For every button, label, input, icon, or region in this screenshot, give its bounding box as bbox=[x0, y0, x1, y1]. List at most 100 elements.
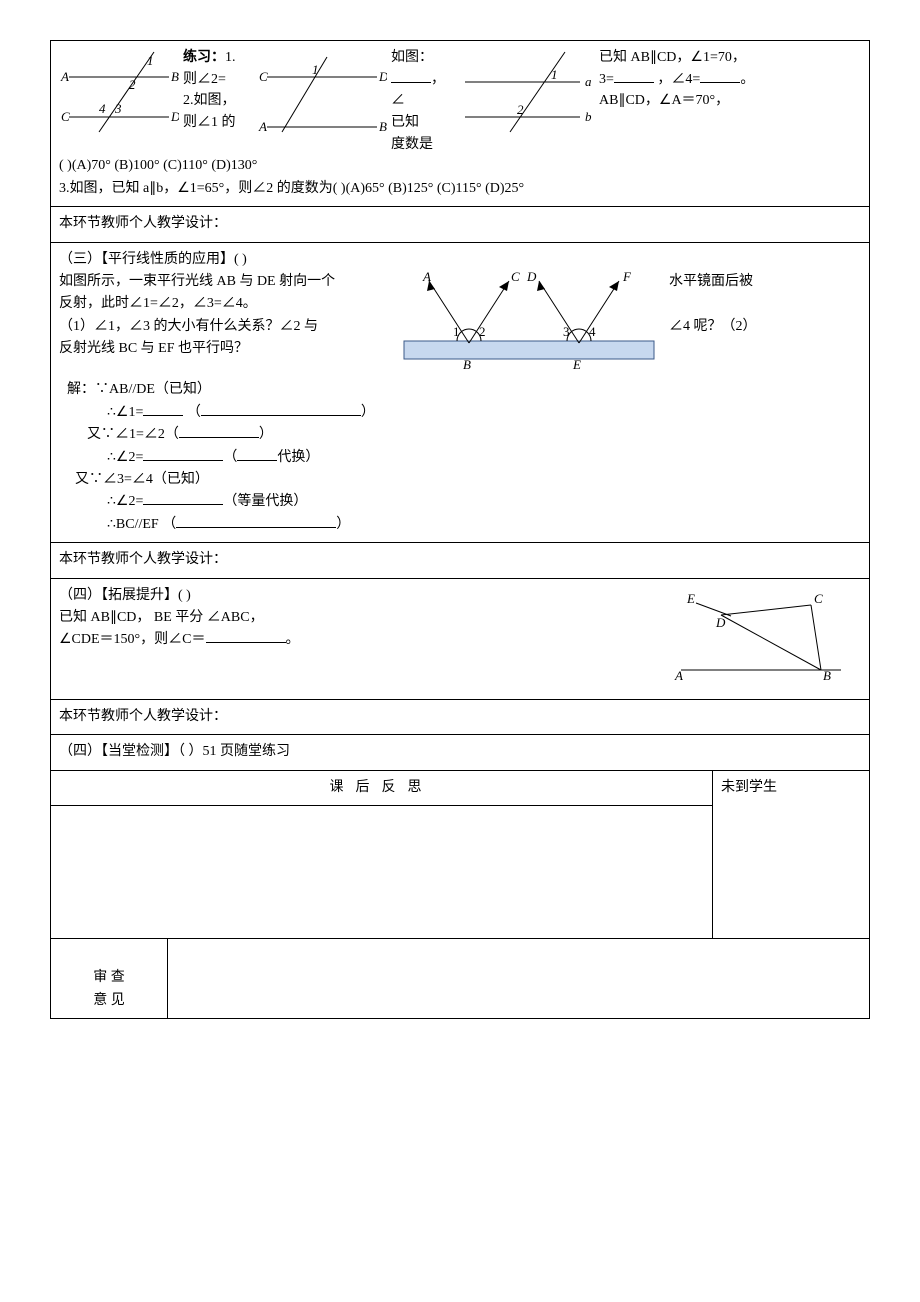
svg-text:1: 1 bbox=[147, 53, 154, 68]
svg-text:A: A bbox=[674, 668, 683, 683]
svg-text:2: 2 bbox=[129, 77, 136, 92]
sol-head: 解：∵AB//DE（已知） bbox=[67, 379, 861, 401]
svg-text:4: 4 bbox=[99, 101, 106, 116]
sol-l3a: ∴∠2= bbox=[107, 450, 143, 465]
s3-p3a: （1）∠1，∠3 的大小有什么关系？∠2 与 bbox=[59, 316, 389, 338]
section-3-cell: （三）【平行线性质的应用】( ) 如图所示，一束平行光线 AB 与 DE 射向一… bbox=[51, 242, 870, 543]
mirror-diagram: A C D F B E 1 2 3 4 bbox=[399, 271, 659, 379]
main-table: AB CD 12 43 练习：1. 则∠2= 2.如图， 则∠1 的 bbox=[50, 40, 870, 1019]
q1-l2e: 。 bbox=[740, 72, 754, 87]
s3-p1b: 水平镜面后被 bbox=[669, 271, 789, 293]
q2-options: ( )(A)70° (B)100° (C)110° (D)130° bbox=[59, 155, 861, 177]
practice-cell: AB CD 12 43 练习：1. 则∠2= 2.如图， 则∠1 的 bbox=[51, 41, 870, 207]
sol-l4: 又∵∠3=∠4（已知） bbox=[75, 469, 861, 491]
svg-text:C: C bbox=[259, 69, 268, 84]
svg-text:B: B bbox=[823, 668, 831, 683]
svg-text:a: a bbox=[585, 74, 592, 89]
svg-text:1: 1 bbox=[453, 324, 460, 339]
s4-title: （四）【拓展提升】( ) bbox=[59, 585, 641, 607]
q1-mid1: 如图： bbox=[391, 47, 451, 69]
diagram-2: C D A B 1 bbox=[257, 47, 387, 155]
section-4-cell: （四）【拓展提升】( ) 已知 AB∥CD， BE 平分 ∠ABC， ∠CDE＝… bbox=[51, 578, 870, 699]
absent-cell: 未到学生 bbox=[713, 770, 870, 938]
svg-text:D: D bbox=[378, 69, 387, 84]
diagram-3: a b 1 2 bbox=[455, 47, 595, 155]
q1-mid2: 已知 AB∥CD，∠1=70， bbox=[599, 47, 769, 69]
review-body bbox=[168, 939, 870, 1019]
svg-text:B: B bbox=[379, 119, 387, 134]
svg-text:1: 1 bbox=[551, 67, 558, 82]
svg-text:B: B bbox=[463, 357, 471, 371]
svg-text:E: E bbox=[572, 357, 581, 371]
s5-title: （四）【当堂检测】（ ）51 页随堂练习 bbox=[59, 741, 861, 763]
svg-text:D: D bbox=[526, 271, 537, 284]
q2c: AB∥CD，∠A＝70°， bbox=[599, 90, 769, 112]
svg-text:C: C bbox=[814, 591, 823, 606]
svg-text:1: 1 bbox=[312, 62, 319, 77]
sol-l3c: 代换） bbox=[277, 450, 319, 465]
s3-p4: 反射光线 BC 与 EF 也平行吗？ bbox=[59, 338, 389, 360]
q1-l2c: 3= bbox=[599, 72, 614, 87]
svg-text:3: 3 bbox=[563, 324, 570, 339]
sol-l5b: （等量代换） bbox=[223, 494, 307, 509]
reflection-body bbox=[51, 806, 713, 939]
sol-l1c: ） bbox=[361, 405, 375, 420]
q2d: 则∠1 的 bbox=[183, 112, 253, 134]
svg-text:3: 3 bbox=[114, 101, 122, 116]
q1-num: 1. bbox=[225, 50, 236, 65]
svg-text:F: F bbox=[622, 271, 632, 284]
sol-l6b: ） bbox=[336, 517, 350, 532]
q2e: 度数是 bbox=[391, 134, 451, 156]
q3: 3.如图，已知 a∥b，∠1=65°，则∠2 的度数为( )(A)65° (B)… bbox=[59, 178, 861, 200]
s3-p1a: 如图所示，一束平行光线 AB 与 DE 射向一个 bbox=[59, 271, 389, 293]
page: AB CD 12 43 练习：1. 则∠2= 2.如图， 则∠1 的 bbox=[50, 40, 870, 1019]
svg-text:D: D bbox=[715, 615, 726, 630]
q2a: 2.如图， bbox=[183, 90, 253, 112]
svg-text:C: C bbox=[511, 271, 520, 284]
design-note-1-text: 本环节教师个人教学设计： bbox=[59, 216, 227, 231]
design-note-3-text: 本环节教师个人教学设计： bbox=[59, 709, 227, 724]
practice-block: AB CD 12 43 练习：1. 则∠2= 2.如图， 则∠1 的 bbox=[59, 47, 861, 200]
reflection-heading: 课后反思 bbox=[330, 780, 434, 795]
svg-text:2: 2 bbox=[479, 324, 486, 339]
q1-l2a: 则∠2= bbox=[183, 69, 253, 91]
svg-text:A: A bbox=[422, 271, 431, 284]
svg-text:b: b bbox=[585, 109, 592, 124]
svg-text:A: A bbox=[258, 119, 267, 134]
s3-p3b: ∠4 呢？（2） bbox=[669, 316, 789, 338]
svg-text:C: C bbox=[61, 109, 70, 124]
sol-l1b: （ bbox=[187, 405, 201, 420]
sol-l6a: ∴BC//EF （ bbox=[107, 517, 176, 532]
sol-l1a: ∴∠1= bbox=[107, 405, 143, 420]
review-label: 审 查 意 见 bbox=[93, 970, 125, 1007]
section-5-cell: （四）【当堂检测】（ ）51 页随堂练习 bbox=[51, 735, 870, 770]
q4-diagram: A B C D E bbox=[661, 585, 861, 693]
svg-text:A: A bbox=[60, 69, 69, 84]
svg-text:D: D bbox=[170, 109, 179, 124]
svg-text:E: E bbox=[686, 591, 695, 606]
q2b: 已知 bbox=[391, 112, 451, 134]
reflection-heading-cell: 课后反思 bbox=[51, 770, 713, 805]
section-3-title: （三）【平行线性质的应用】( ) bbox=[59, 249, 861, 271]
sol-l2b: ） bbox=[259, 427, 273, 442]
s3-p2: 反射，此时∠1=∠2，∠3=∠4。 bbox=[59, 293, 389, 315]
q1-l2b: ，∠ bbox=[391, 72, 445, 109]
absent-label: 未到学生 bbox=[721, 780, 777, 795]
review-label-cell: 审 查 意 见 bbox=[51, 939, 168, 1019]
design-note-2: 本环节教师个人教学设计： bbox=[51, 543, 870, 578]
sol-l2a: 又∵∠1=∠2（ bbox=[87, 427, 179, 442]
design-note-2-text: 本环节教师个人教学设计： bbox=[59, 552, 227, 567]
sol-l5a: ∴∠2= bbox=[107, 494, 143, 509]
design-note-1: 本环节教师个人教学设计： bbox=[51, 207, 870, 242]
svg-text:B: B bbox=[171, 69, 179, 84]
svg-text:4: 4 bbox=[589, 324, 596, 339]
q1-l2d: ，∠4= bbox=[654, 72, 700, 87]
sol-l3b: （ bbox=[223, 450, 237, 465]
s4-p2a: ∠CDE＝150°，则∠C＝ bbox=[59, 632, 206, 647]
svg-text:2: 2 bbox=[517, 102, 524, 117]
design-note-3: 本环节教师个人教学设计： bbox=[51, 699, 870, 734]
practice-heading: 练习： bbox=[183, 50, 225, 65]
s4-p2b: 。 bbox=[286, 632, 300, 647]
diagram-1: A B C D 12 43 bbox=[59, 47, 179, 155]
s4-p1: 已知 AB∥CD， BE 平分 ∠ABC， bbox=[59, 607, 641, 629]
